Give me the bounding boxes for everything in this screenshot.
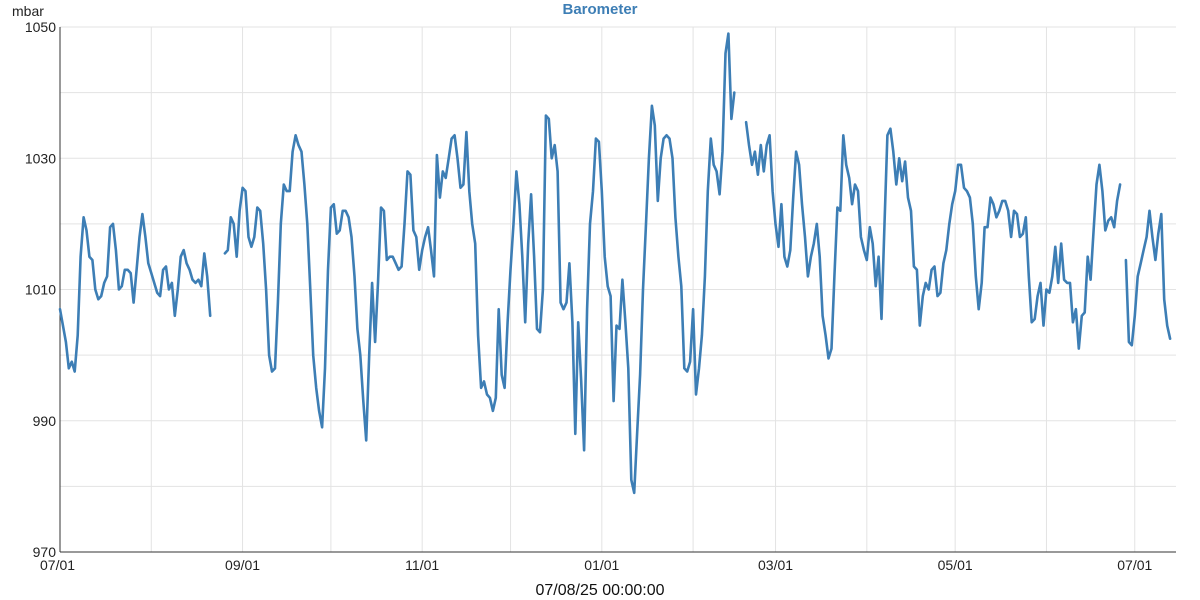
series-line-segment (744, 120, 1122, 360)
y-axis-unit-label: mbar (12, 3, 44, 19)
series-line-segment (58, 212, 212, 373)
x-tick-label: 05/01 (938, 557, 973, 573)
chart-title: Barometer (562, 1, 637, 18)
y-tick-label: 970 (33, 544, 57, 560)
x-tick-label: 07/01 (1117, 557, 1152, 573)
y-tick-label: 990 (33, 413, 57, 429)
y-tick-labels: 970 990 1010 1030 1050 (25, 19, 56, 560)
x-tick-label: 07/01 (40, 557, 75, 573)
y-tick-label: 1010 (25, 282, 56, 298)
series-line-segment (1124, 209, 1172, 347)
series-line-segment (223, 32, 736, 495)
x-tick-label: 03/01 (758, 557, 793, 573)
current-time-label: 07/08/25 00:00:00 (535, 582, 664, 599)
grid (59, 26, 1176, 552)
x-tick-label: 09/01 (225, 557, 260, 573)
x-tick-labels: 07/01 09/01 11/01 01/01 03/01 05/01 07/01 (40, 557, 1153, 573)
x-tick-label: 11/01 (405, 557, 439, 573)
axes (59, 27, 1176, 553)
series-layer (58, 32, 1172, 495)
y-tick-label: 1050 (25, 19, 56, 35)
y-tick-label: 1030 (25, 150, 56, 166)
x-tick-label: 01/01 (584, 557, 619, 573)
